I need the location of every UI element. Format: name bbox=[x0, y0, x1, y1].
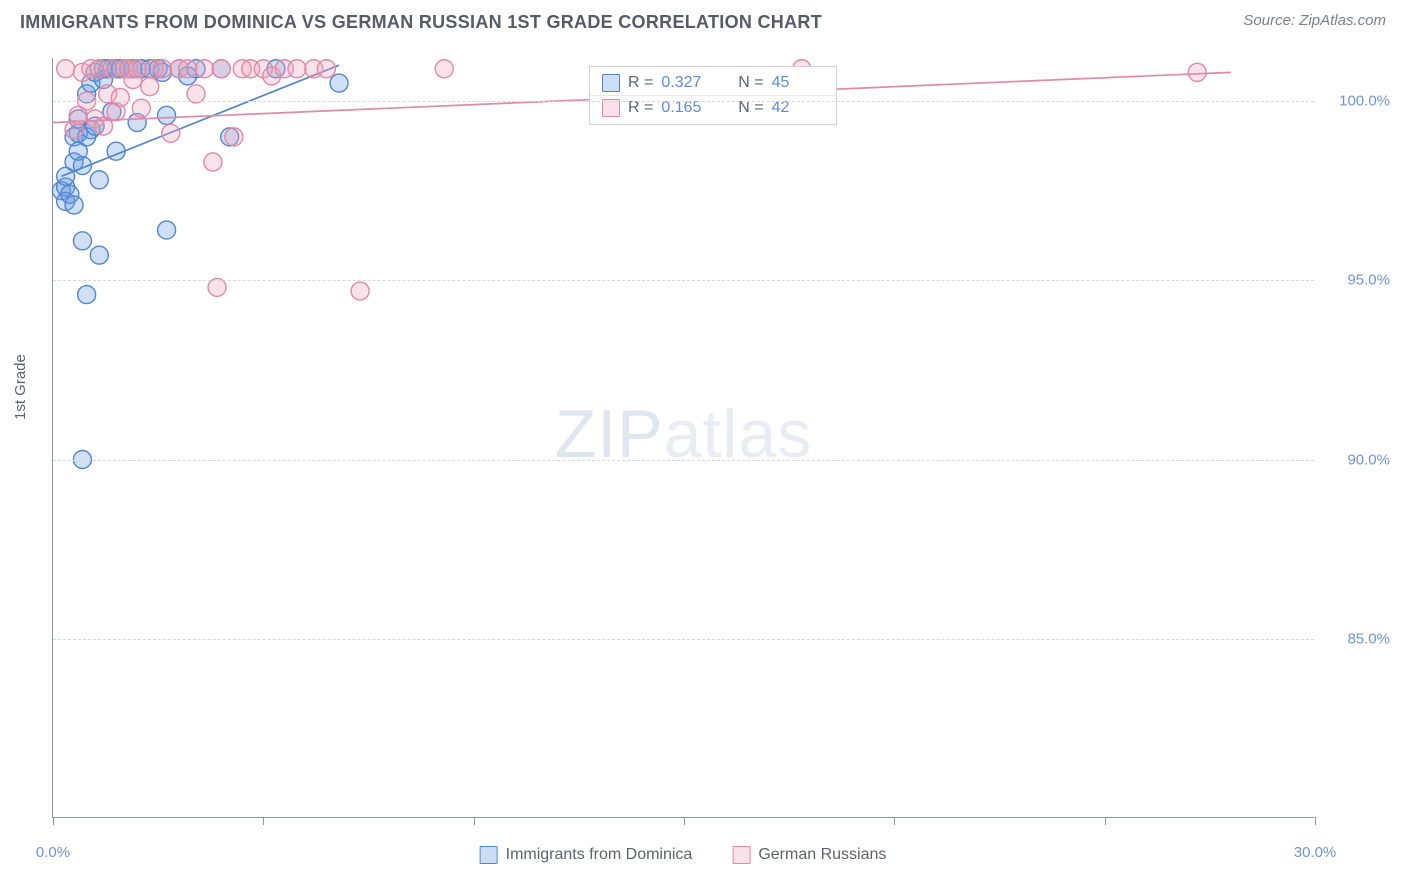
x-tick bbox=[263, 817, 264, 825]
x-tick bbox=[1315, 817, 1316, 825]
gridline bbox=[53, 280, 1314, 281]
scatter-point bbox=[288, 60, 306, 78]
legend-item: Immigrants from Dominica bbox=[480, 846, 693, 864]
series-legend: Immigrants from Dominica German Russians bbox=[480, 846, 887, 864]
scatter-point bbox=[90, 171, 108, 189]
y-tick-label: 100.0% bbox=[1310, 93, 1390, 110]
scatter-point bbox=[158, 106, 176, 124]
scatter-point bbox=[1188, 63, 1206, 81]
y-tick-label: 95.0% bbox=[1310, 272, 1390, 289]
r-label: R = bbox=[628, 74, 653, 92]
n-label: N = bbox=[738, 74, 763, 92]
scatter-point bbox=[351, 282, 369, 300]
stats-legend-row: R =0.165 N =42 bbox=[590, 95, 836, 120]
scatter-point bbox=[111, 88, 129, 106]
scatter-point bbox=[73, 232, 91, 250]
scatter-point bbox=[162, 124, 180, 142]
scatter-point bbox=[78, 286, 96, 304]
scatter-point bbox=[435, 60, 453, 78]
x-tick bbox=[1105, 817, 1106, 825]
gridline bbox=[53, 460, 1314, 461]
gridline bbox=[53, 639, 1314, 640]
y-tick-label: 85.0% bbox=[1310, 630, 1390, 647]
scatter-point bbox=[90, 246, 108, 264]
x-tick bbox=[894, 817, 895, 825]
legend-swatch bbox=[602, 74, 620, 92]
scatter-point bbox=[57, 60, 75, 78]
plot-box: ZIPatlas R =0.327 N =45R =0.165 N =42 0.… bbox=[52, 58, 1314, 818]
legend-swatch bbox=[480, 846, 498, 864]
r-value: 0.327 bbox=[661, 74, 713, 92]
scatter-point bbox=[225, 128, 243, 146]
source-name: ZipAtlas.com bbox=[1299, 12, 1386, 29]
y-tick-labels-area: 85.0%90.0%95.0%100.0% bbox=[1316, 58, 1400, 818]
page-title: IMMIGRANTS FROM DOMINICA VS GERMAN RUSSI… bbox=[20, 12, 822, 33]
scatter-point bbox=[330, 74, 348, 92]
x-tick bbox=[474, 817, 475, 825]
source-text: Source: ZipAtlas.com bbox=[1243, 12, 1386, 29]
plot-svg bbox=[53, 58, 1314, 817]
scatter-point bbox=[65, 196, 83, 214]
scatter-point bbox=[128, 60, 146, 78]
scatter-point bbox=[153, 60, 171, 78]
gridline bbox=[53, 101, 1314, 102]
scatter-point bbox=[158, 221, 176, 239]
stats-legend-row: R = 0.327 N = 45 bbox=[590, 71, 836, 95]
n-value: 45 bbox=[772, 74, 824, 92]
scatter-point bbox=[141, 78, 159, 96]
source-prefix: Source: bbox=[1243, 12, 1299, 29]
stats-legend-box: R = 0.327 N = 45 R =0.165 N =42 bbox=[589, 66, 837, 125]
scatter-point bbox=[317, 60, 335, 78]
chart-area: ZIPatlas R =0.327 N =45R =0.165 N =42 0.… bbox=[52, 58, 1314, 818]
legend-label: Immigrants from Dominica bbox=[506, 846, 693, 864]
y-tick-label: 90.0% bbox=[1310, 451, 1390, 468]
legend-swatch bbox=[732, 846, 750, 864]
scatter-point bbox=[212, 60, 230, 78]
x-tick-label: 30.0% bbox=[1294, 844, 1337, 861]
scatter-point bbox=[195, 60, 213, 78]
x-tick bbox=[53, 817, 54, 825]
legend-item: German Russians bbox=[732, 846, 886, 864]
x-tick bbox=[684, 817, 685, 825]
x-tick-label: 0.0% bbox=[36, 844, 70, 861]
legend-label: German Russians bbox=[758, 846, 886, 864]
scatter-point bbox=[204, 153, 222, 171]
scatter-point bbox=[179, 60, 197, 78]
y-axis-label: 1st Grade bbox=[12, 354, 29, 420]
